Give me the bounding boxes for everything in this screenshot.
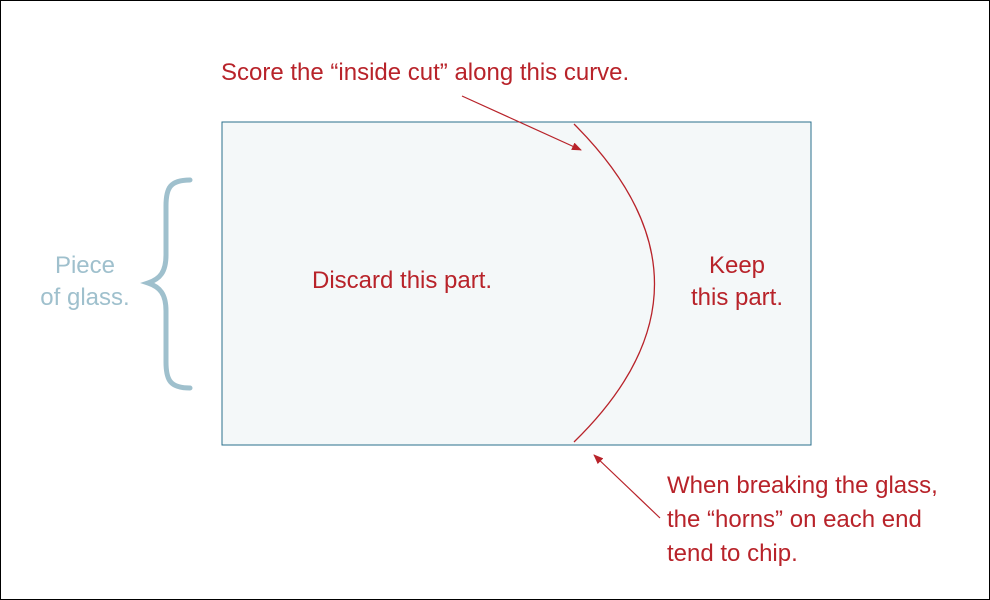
- discard-label: Discard this part.: [312, 267, 493, 294]
- keep-label-line1: Keep: [708, 252, 766, 279]
- score-arrow: [461, 95, 582, 151]
- horn-arrow: [593, 454, 661, 519]
- horns-note-line3: tend to chip.: [667, 540, 798, 567]
- glass-pane: [221, 121, 812, 446]
- piece-label-line2: of glass.: [40, 284, 130, 311]
- horns-note-line1: When breaking the glass,: [667, 472, 938, 499]
- piece-label-line1: Piece: [54, 252, 116, 279]
- curly-brace: [140, 177, 193, 391]
- horns-note-line2: the “horns” on each end: [667, 506, 922, 533]
- score-curve: [573, 123, 655, 443]
- horns-note-label: When breaking the glass, the “horns” on …: [667, 469, 938, 571]
- keep-label-line2: this part.: [690, 284, 784, 311]
- piece-of-glass-label: Piece of glass.: [30, 250, 140, 314]
- score-instruction-label: Score the “inside cut” along this curve.: [221, 59, 630, 86]
- keep-label: Keep this part.: [672, 250, 802, 314]
